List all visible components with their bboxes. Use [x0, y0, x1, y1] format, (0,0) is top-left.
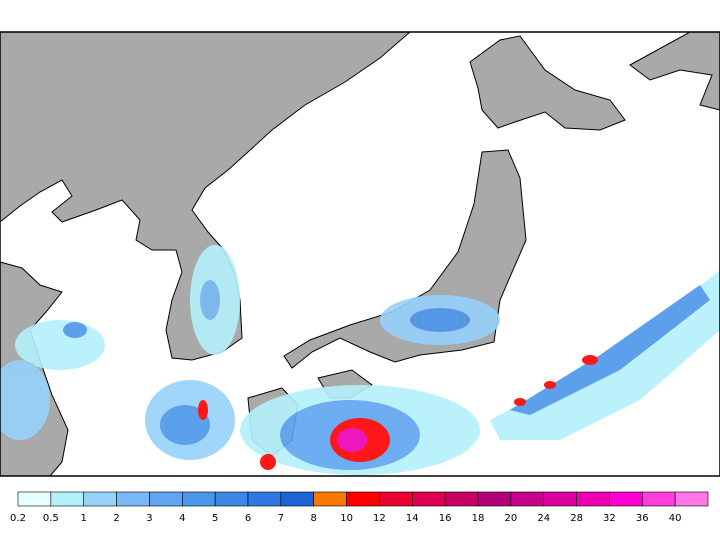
colorbar-label: 2: [113, 513, 119, 524]
colorbar-label: 3: [146, 513, 152, 524]
colorbar-label: 6: [245, 513, 251, 524]
colorbar-label: 5: [212, 513, 218, 524]
colorbar-label: 4: [179, 513, 185, 524]
colorbar-label: 40: [669, 513, 682, 524]
colorbar-box: [477, 491, 512, 507]
map-frame: [0, 31, 720, 477]
colorbar-box: [280, 491, 315, 507]
colorbar: 0.2 0.5 1 2 3 4 5 6 7 8 10 12 14 16 18 20 24 28 32 36 40: [10, 491, 709, 524]
colorbar-label: 12: [373, 513, 386, 524]
colorbar-label: 18: [472, 513, 485, 524]
colorbar-box: [674, 491, 709, 507]
colorbar-label: 28: [570, 513, 583, 524]
colorbar-label: 10: [340, 513, 353, 524]
colorbar-box: [116, 491, 150, 507]
precipitation: [0, 245, 720, 475]
colorbar-box: [214, 491, 249, 507]
colorbar-label: 36: [636, 513, 649, 524]
colorbar-box: [576, 491, 610, 507]
colorbar-box: [379, 491, 413, 507]
colorbar-box: [641, 491, 676, 507]
colorbar-box: [50, 491, 85, 507]
hokkaido: [469, 35, 626, 131]
colorbar-label: 7: [278, 513, 284, 524]
colorbar-box: [181, 491, 216, 507]
colorbar-box: [609, 491, 643, 507]
colorbar-label: 0.2: [10, 513, 26, 524]
colorbar-label: 16: [439, 513, 452, 524]
colorbar-box: [83, 491, 117, 507]
colorbar-box: [346, 491, 380, 507]
colorbar-label: 24: [537, 513, 550, 524]
map: [0, 31, 720, 477]
colorbar-box: [17, 491, 52, 507]
colorbar-label: 32: [603, 513, 616, 524]
asia-mainland: [0, 31, 412, 361]
colorbar-box: [543, 491, 577, 507]
colorbar-box: [510, 491, 545, 507]
colorbar-box: [411, 491, 446, 507]
colorbar-box: [247, 491, 282, 507]
colorbar-box: [149, 491, 183, 507]
colorbar-label: 0.5: [43, 513, 59, 524]
colorbar-box: [444, 491, 479, 507]
colorbar-label: 20: [504, 513, 517, 524]
colorbar-label: 8: [311, 513, 317, 524]
colorbar-label: 14: [406, 513, 419, 524]
colorbar-label: 1: [81, 513, 87, 524]
colorbar-box: [313, 491, 347, 507]
